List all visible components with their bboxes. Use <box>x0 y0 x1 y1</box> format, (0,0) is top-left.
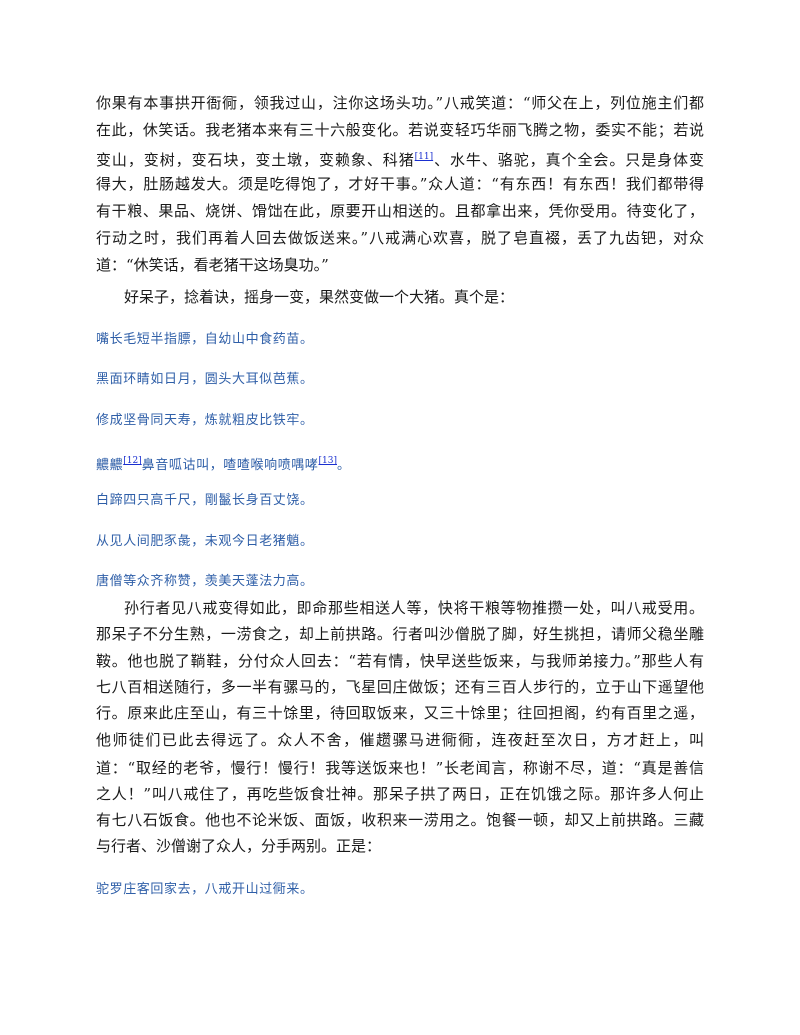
text-segment: 道：“休笑话，看老猪干这场臭功。” <box>96 256 329 274</box>
footnote-link[interactable]: [13] <box>318 456 337 466</box>
text-segment: 你果有本事拱开衙衕，领我过山，注你这场头功。”八戒笑道：“师父在上，列位施主们都 <box>96 94 704 112</box>
text-line: 好呆子，捻着诀，摇身一变，果然变做一个大猪。真个是： <box>124 287 704 307</box>
text-line: 他师徒们已此去得远了。众人不舍，催趱骡马进衕衕，连夜赶至次日，方才赶上，叫 <box>96 730 704 750</box>
text-segment: 变山，变树，变石块，变土墩，变赖象、科猪 <box>96 151 415 169</box>
text-line: 行。原来此庄至山，有三十馀里，待回取饭来，又三十馀里；往回担阁，约有百里之遥， <box>96 703 704 723</box>
text-line: 行动之时，我们再着人回去做饭送来。”八戒满心欢喜，脱了皂直裰，丢了九齿钯，对众 <box>96 228 704 248</box>
text-segment: 齈齈 <box>96 458 124 473</box>
footnote-link[interactable]: [12] <box>123 456 142 466</box>
text-segment: 白蹄四只高千尺，剛鬣长身百丈饶。 <box>96 493 314 508</box>
text-segment: 那呆子不分生熟，一涝食之，却上前拱路。行者叫沙僧脱了脚，好生挑担，请师父稳坐雕 <box>96 625 704 643</box>
text-segment: 有七八石饭食。他也不论米饭、面饭，收积来一涝用之。饱餐一顿，却又上前拱路。三藏 <box>96 811 704 829</box>
text-segment: 驼罗庄客回家去，八戒开山过衕来。 <box>96 882 314 897</box>
text-segment: 鞍。他也脱了鞝鞋，分付众人回去：“若有情，快早送些饭来，与我师弟接力。”那些人有 <box>96 652 704 670</box>
text-segment: 行。原来此庄至山，有三十馀里，待回取饭来，又三十馀里；往回担阁，约有百里之遥， <box>96 704 704 722</box>
poem-line: 从见人间肥豕彘，未观今日老猪魈。 <box>96 532 314 552</box>
text-segment: 修成坚骨同天寿，炼就粗皮比铁牢。 <box>96 413 314 428</box>
poem-line: 白蹄四只高千尺，剛鬣长身百丈饶。 <box>96 491 314 511</box>
text-segment: 得大，肚肠越发大。须是吃得饱了，才好干事。”众人道：“有东西！有东西！我们都带得 <box>96 175 704 193</box>
text-segment: 鼻音呱诂叫，喳喳喉响喷喁哮 <box>141 458 319 473</box>
text-line: 道：“休笑话，看老猪干这场臭功。” <box>96 255 704 275</box>
text-segment: 好呆子，捻着诀，摇身一变，果然变做一个大猪。真个是： <box>124 288 515 306</box>
text-line: 在此，休笑话。我老猪本来有三十六般变化。若说变轻巧华丽飞腾之物，委实不能；若说 <box>96 120 704 140</box>
text-segment: 唐僧等众齐称赞，羡美天蓬法力高。 <box>96 574 314 589</box>
text-segment: 。 <box>336 458 351 473</box>
text-segment: 、水牛、骆驼，真个全会。只是身体变 <box>433 151 704 169</box>
text-segment: 从见人间肥豕彘，未观今日老猪魈。 <box>96 534 314 549</box>
poem-line: 修成坚骨同天寿，炼就粗皮比铁牢。 <box>96 411 314 431</box>
text-line: 与行者、沙僧谢了众人，分手两别。正是： <box>96 836 704 856</box>
text-segment: 孙行者见八戒变得如此，即命那些相送人等，快将干粮等物推攒一处，叫八戒受用。 <box>124 599 704 617</box>
poem-line: 唐僧等众齐称赞，羡美天蓬法力高。 <box>96 572 314 592</box>
text-segment: 在此，休笑话。我老猪本来有三十六般变化。若说变轻巧华丽飞腾之物，委实不能；若说 <box>96 121 704 139</box>
text-line: 得大，肚肠越发大。须是吃得饱了，才好干事。”众人道：“有东西！有东西！我们都带得 <box>96 174 704 194</box>
text-line: 那呆子不分生熟，一涝食之，却上前拱路。行者叫沙僧脱了脚，好生挑担，请师父稳坐雕 <box>96 624 704 644</box>
text-line: 七八百相送随行，多一半有骡马的，飞星回庄做饭；还有三百人步行的，立于山下遥望他 <box>96 677 704 697</box>
text-line: 孙行者见八戒变得如此，即命那些相送人等，快将干粮等物推攒一处，叫八戒受用。 <box>124 598 704 618</box>
poem-line: 齈齈[12]鼻音呱诂叫，喳喳喉响喷喁哮[13]。 <box>96 451 351 476</box>
text-line: 之人！”叫八戒住了，再吃些饭食壮神。那呆子拱了两日，正在饥饿之际。那许多人何止 <box>96 784 704 804</box>
text-line: 有干粮、果品、烧饼、馉饳在此，原要开山相送的。且都拿出来，凭你受用。待变化了， <box>96 201 704 221</box>
text-line: 道：“取经的老爷，慢行！慢行！我等送饭来也！”长老闻言，称谢不尽，道：“真是善信 <box>96 758 704 778</box>
text-line: 鞍。他也脱了鞝鞋，分付众人回去：“若有情，快早送些饭来，与我师弟接力。”那些人有 <box>96 651 704 671</box>
text-segment: 他师徒们已此去得远了。众人不舍，催趱骡马进衕衕，连夜赶至次日，方才赶上，叫 <box>96 731 704 749</box>
text-segment: 有干粮、果品、烧饼、馉饳在此，原要开山相送的。且都拿出来，凭你受用。待变化了， <box>96 202 704 220</box>
text-segment: 道：“取经的老爷，慢行！慢行！我等送饭来也！”长老闻言，称谢不尽，道：“真是善信 <box>96 759 704 777</box>
poem-line: 黑面环睛如日月，圆头大耳似芭蕉。 <box>96 370 314 390</box>
text-segment: 之人！”叫八戒住了，再吃些饭食壮神。那呆子拱了两日，正在饥饿之际。那许多人何止 <box>96 785 704 803</box>
poem-line: 驼罗庄客回家去，八戒开山过衕来。 <box>96 880 314 900</box>
text-line: 有七八石饭食。他也不论米饭、面饭，收积来一涝用之。饱餐一顿，却又上前拱路。三藏 <box>96 810 704 830</box>
poem-line: 嘴长毛短半指膘，自幼山中食药苗。 <box>96 330 314 350</box>
text-segment: 行动之时，我们再着人回去做饭送来。”八戒满心欢喜，脱了皂直裰，丢了九齿钯，对众 <box>96 229 704 247</box>
text-segment: 黑面环睛如日月，圆头大耳似芭蕉。 <box>96 372 314 387</box>
text-line: 你果有本事拱开衙衕，领我过山，注你这场头功。”八戒笑道：“师父在上，列位施主们都 <box>96 93 704 113</box>
text-segment: 七八百相送随行，多一半有骡马的，飞星回庄做饭；还有三百人步行的，立于山下遥望他 <box>96 678 704 696</box>
footnote-link[interactable]: [11] <box>414 152 434 162</box>
text-segment: 与行者、沙僧谢了众人，分手两别。正是： <box>96 837 382 855</box>
text-line: 变山，变树，变石块，变土墩，变赖象、科猪[11]、水牛、骆驼，真个全会。只是身体… <box>96 147 704 170</box>
text-segment: 嘴长毛短半指膘，自幼山中食药苗。 <box>96 332 314 347</box>
